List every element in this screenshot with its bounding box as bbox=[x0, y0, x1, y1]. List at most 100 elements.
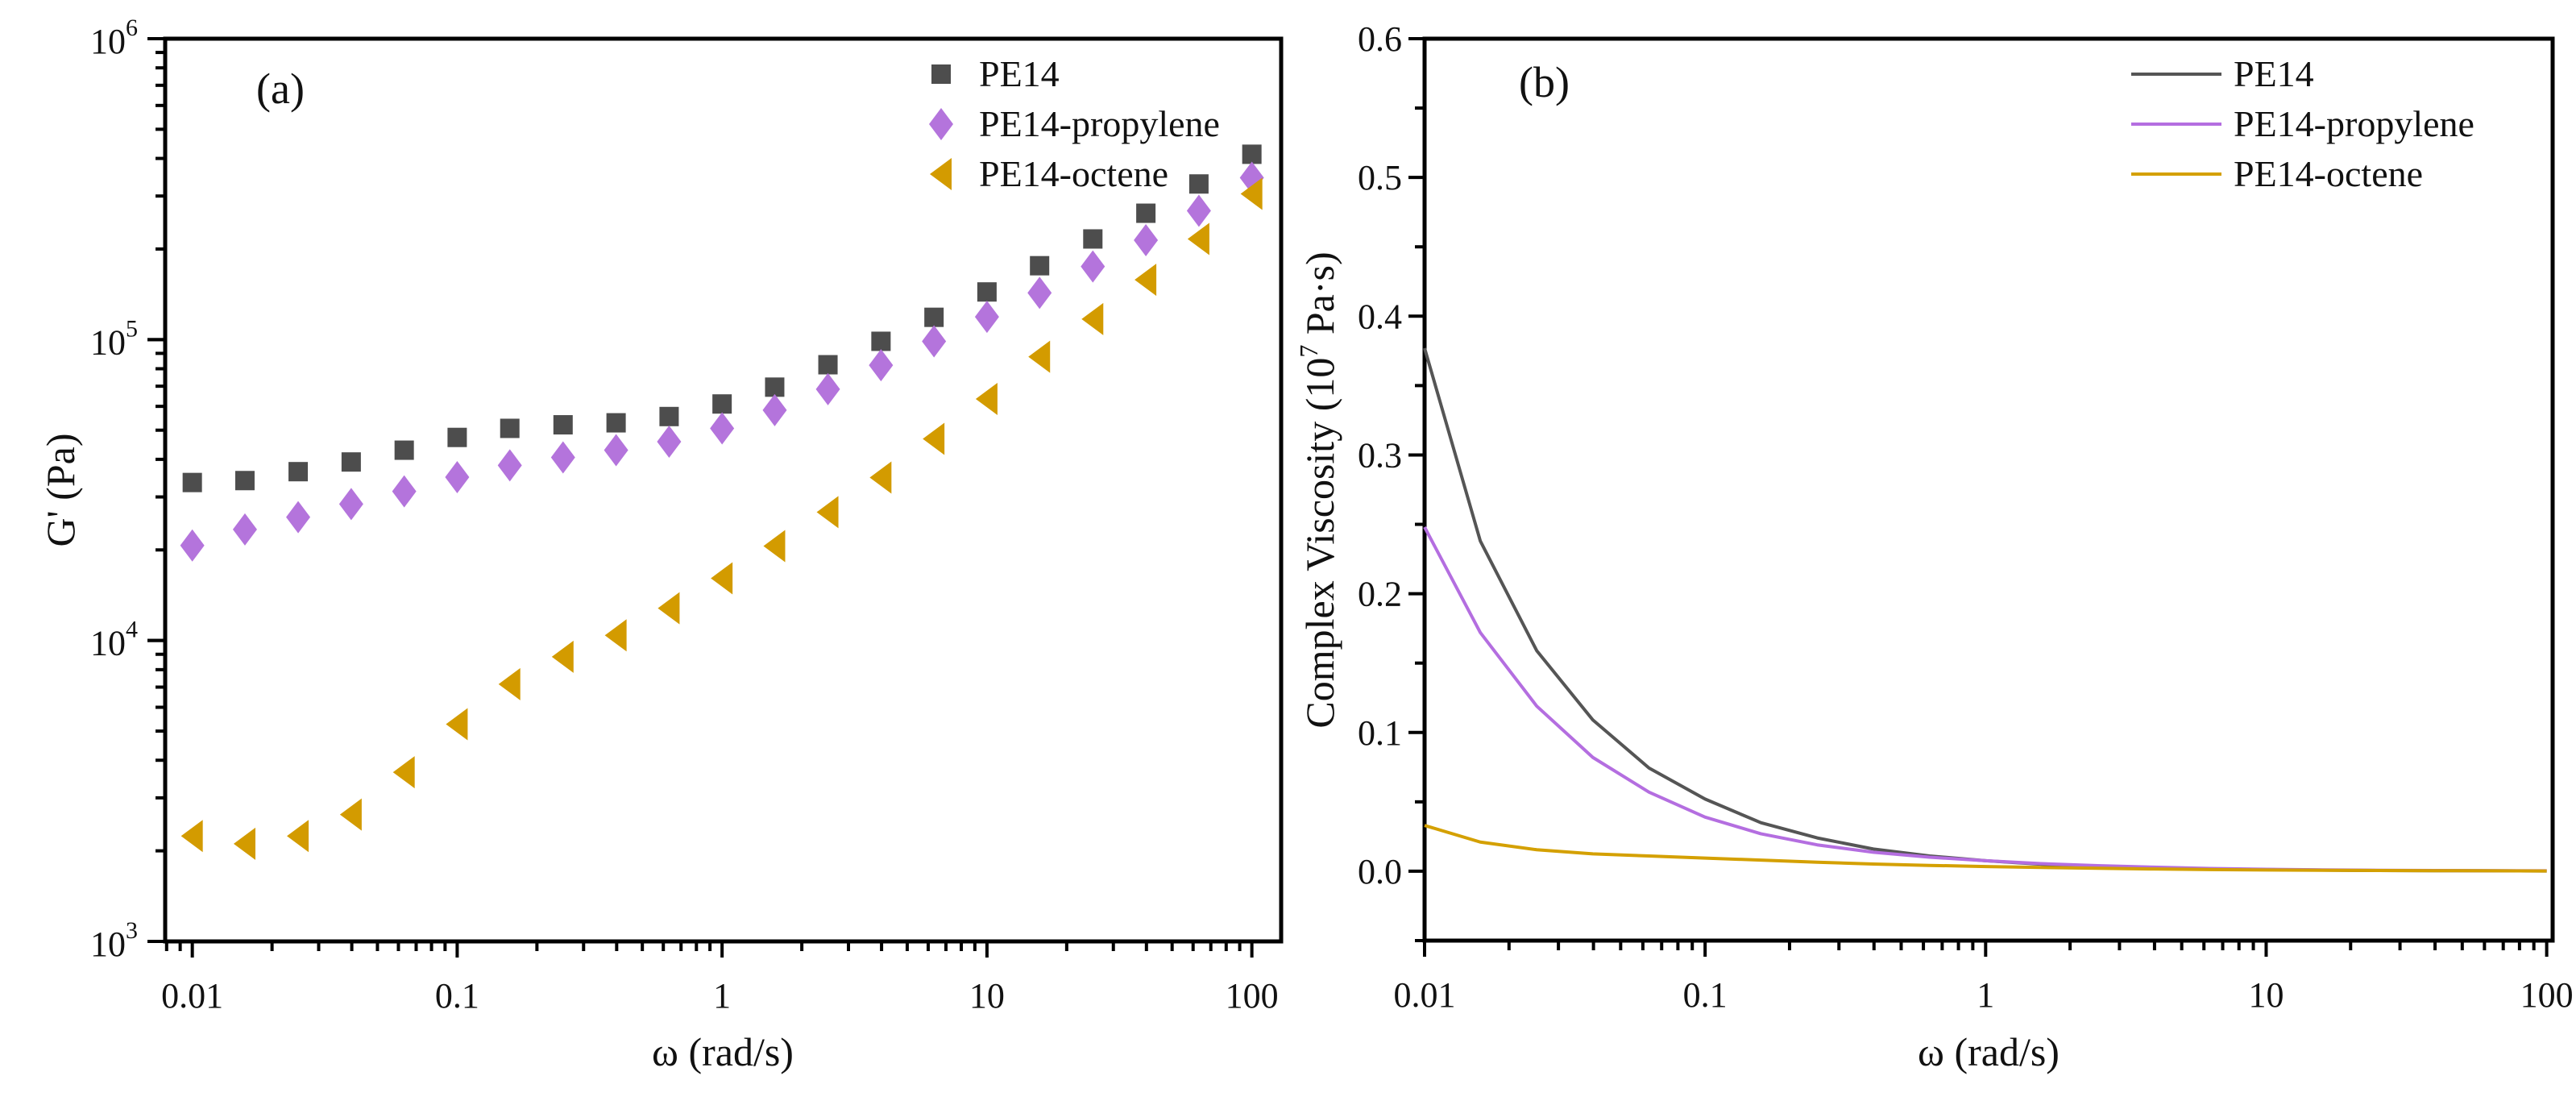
data-point bbox=[232, 513, 257, 546]
data-point bbox=[1186, 194, 1211, 227]
legend-label: PE14-propylene bbox=[2234, 103, 2474, 144]
data-point bbox=[553, 415, 573, 435]
data-point bbox=[446, 708, 468, 741]
data-point bbox=[180, 529, 205, 562]
data-point bbox=[712, 394, 732, 414]
y-tick-label: 104 bbox=[90, 617, 138, 663]
data-point bbox=[1083, 229, 1103, 249]
panel-b-label: (b) bbox=[1519, 58, 1570, 106]
panel-a-gprime-chart: (a) ω (rad/s) G' (Pa) 0.01 0.1 1 10 10010310… bbox=[38, 15, 1284, 1074]
data-point bbox=[1027, 276, 1052, 310]
legend-label: PE14 bbox=[979, 53, 1060, 94]
data-point bbox=[657, 425, 682, 458]
data-point bbox=[497, 449, 522, 482]
x-tick-label: 0.01 bbox=[1394, 975, 1456, 1015]
data-point bbox=[711, 562, 733, 595]
data-point bbox=[394, 440, 414, 460]
data-point bbox=[234, 471, 255, 491]
data-point bbox=[288, 462, 309, 482]
data-point bbox=[286, 501, 311, 534]
data-point bbox=[975, 382, 998, 415]
data-point bbox=[392, 475, 417, 508]
data-point bbox=[500, 418, 520, 438]
data-point bbox=[923, 422, 945, 455]
y-title-exponent: 7 bbox=[1294, 345, 1323, 358]
y-title-prefix: Complex Viscosity (10 bbox=[1297, 358, 1342, 729]
data-point bbox=[606, 413, 626, 433]
y-tick-base: 10 bbox=[90, 624, 126, 663]
data-point bbox=[924, 307, 944, 327]
data-point bbox=[1135, 264, 1157, 297]
data-point bbox=[604, 434, 628, 467]
series-pe14 bbox=[182, 144, 1262, 492]
data-point bbox=[922, 325, 947, 358]
legend-marker-square bbox=[931, 64, 951, 84]
x-tick-label: 100 bbox=[1226, 976, 1279, 1016]
legend-label: PE14-propylene bbox=[979, 103, 1220, 144]
y-tick-exponent: 6 bbox=[126, 15, 138, 41]
y-tick-label: 0.6 bbox=[1358, 19, 1402, 59]
y-tick-label: 0.4 bbox=[1358, 297, 1402, 336]
y-tick-base: 10 bbox=[90, 22, 126, 61]
legend-label: PE14-octene bbox=[979, 153, 1168, 194]
data-point bbox=[338, 488, 363, 521]
data-point bbox=[871, 331, 891, 351]
data-point bbox=[659, 406, 679, 426]
data-point bbox=[869, 349, 894, 382]
data-point bbox=[182, 472, 202, 492]
y-tick-label: 106 bbox=[90, 15, 138, 61]
data-point bbox=[710, 412, 735, 445]
y-tick-label: 0.0 bbox=[1358, 852, 1402, 891]
legend-label: PE14-octene bbox=[2234, 153, 2423, 194]
panel-a-y-axis-title: G' (Pa) bbox=[38, 434, 83, 547]
legend-marker-diamond bbox=[929, 108, 953, 140]
data-point bbox=[551, 640, 574, 673]
series-line-pe14 bbox=[1423, 347, 2547, 873]
series-pe14-octene bbox=[180, 177, 1263, 860]
legend-label: PE14 bbox=[2234, 53, 2314, 94]
data-point bbox=[974, 301, 999, 334]
data-point bbox=[1187, 222, 1209, 256]
data-point bbox=[816, 496, 839, 529]
data-point bbox=[763, 530, 786, 563]
y-tick-label: 103 bbox=[90, 917, 138, 964]
data-point bbox=[287, 820, 309, 853]
data-point bbox=[869, 461, 892, 494]
y-title-suffix: Pa·s) bbox=[1297, 251, 1342, 344]
data-point bbox=[604, 619, 627, 652]
x-tick-label: 100 bbox=[2520, 975, 2574, 1015]
data-point bbox=[765, 377, 785, 397]
y-tick-label: 0.1 bbox=[1358, 713, 1402, 753]
x-tick-label: 10 bbox=[2248, 975, 2284, 1015]
x-tick-label: 0.1 bbox=[1683, 975, 1728, 1015]
x-tick-label: 0.01 bbox=[161, 976, 223, 1016]
data-point bbox=[1242, 144, 1262, 164]
data-point bbox=[977, 282, 997, 302]
data-point bbox=[1240, 177, 1263, 210]
data-point bbox=[550, 441, 575, 474]
panel-b-y-axis-title: Complex Viscosity (107 Pa·s) bbox=[1294, 251, 1342, 728]
y-tick-label: 0.5 bbox=[1358, 158, 1402, 197]
data-point bbox=[1030, 256, 1050, 276]
data-point bbox=[1081, 250, 1105, 283]
data-point bbox=[392, 756, 415, 789]
x-tick-label: 0.1 bbox=[435, 976, 479, 1016]
y-tick-base: 10 bbox=[90, 322, 126, 362]
y-tick-exponent: 3 bbox=[126, 917, 138, 944]
data-point bbox=[1188, 174, 1209, 194]
y-tick-base: 10 bbox=[90, 924, 126, 964]
data-point bbox=[498, 667, 521, 700]
series-line-pe14-octene bbox=[1424, 824, 2547, 873]
x-tick-label: 1 bbox=[1977, 975, 1994, 1015]
data-point bbox=[445, 461, 470, 494]
y-tick-exponent: 4 bbox=[126, 617, 138, 643]
data-point bbox=[1136, 203, 1156, 223]
series-line-pe14-propylene bbox=[1423, 526, 2547, 873]
data-point bbox=[339, 798, 362, 831]
series-pe14-propylene bbox=[180, 161, 1264, 562]
data-point bbox=[233, 827, 255, 860]
y-tick-label: 0.2 bbox=[1358, 575, 1402, 614]
y-tick-label: 0.3 bbox=[1358, 435, 1402, 475]
panel-b-plot-frame bbox=[1422, 36, 2555, 943]
